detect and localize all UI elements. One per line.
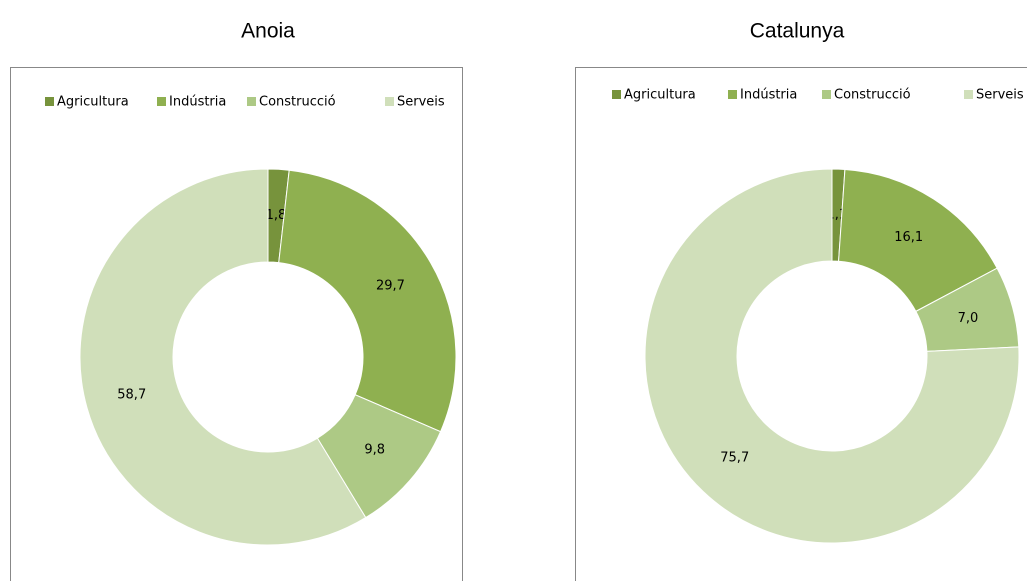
legend-label: Serveis: [976, 88, 1024, 103]
legend-swatch: [247, 97, 256, 106]
chart-title: Anoia: [241, 20, 295, 43]
donut-slice: [644, 168, 1020, 544]
data-label: 29,7: [376, 279, 405, 294]
data-label: 75,7: [720, 451, 749, 466]
legend-swatch: [45, 97, 54, 106]
legend-label: Serveis: [397, 95, 445, 110]
legend-swatch: [728, 90, 737, 99]
data-label: 9,8: [364, 442, 385, 457]
data-label: 7,0: [958, 311, 979, 326]
donut-slice: [79, 168, 367, 546]
chart-frame: [575, 67, 1027, 581]
legend-label: Agricultura: [624, 88, 696, 103]
legend-label: Construcció: [834, 88, 911, 103]
legend-swatch: [385, 97, 394, 106]
donut-slice: [838, 168, 998, 313]
legend-label: Agricultura: [57, 95, 129, 110]
chart-frame: [10, 67, 463, 581]
legend-swatch: [964, 90, 973, 99]
legend-label: Construcció: [259, 95, 336, 110]
chart-title: Catalunya: [750, 20, 845, 43]
data-label: 58,7: [117, 388, 146, 403]
data-label: 16,1: [894, 230, 923, 245]
legend-swatch: [157, 97, 166, 106]
legend-swatch: [822, 90, 831, 99]
data-label: 1,8: [266, 208, 287, 223]
legend-label: Indústria: [740, 88, 797, 103]
legend-swatch: [612, 90, 621, 99]
donut-slice: [278, 169, 457, 433]
legend-label: Indústria: [169, 95, 226, 110]
